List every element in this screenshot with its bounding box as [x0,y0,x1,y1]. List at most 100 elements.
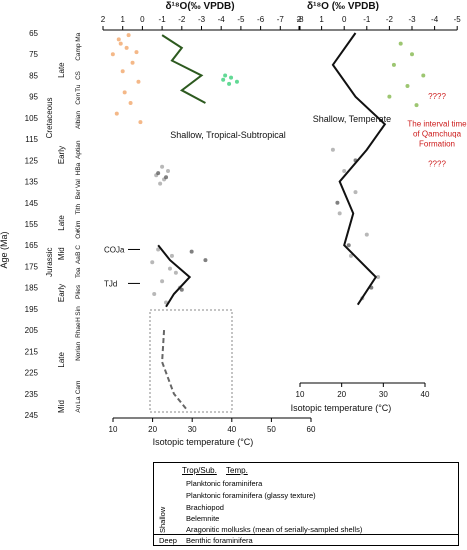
left-point [227,81,232,86]
left-point [120,69,125,74]
event-marker-label: COJa [104,245,125,254]
right-point [398,41,403,46]
right-top-tick-label: -5 [454,15,462,24]
left-top-tick-label: -8 [296,15,304,24]
left-point [136,79,141,84]
age-tick-label: 75 [29,50,38,59]
left-point [229,75,234,80]
left-point [128,101,133,106]
left-trend-line [157,244,192,308]
left-point [156,171,161,176]
age-tick-label: 165 [25,241,39,250]
period-label: Cretaceous [45,97,54,138]
left-point [179,287,184,292]
side-note-text: The interval time [407,119,467,128]
left-point [118,41,123,46]
epoch-label: Mid [57,400,66,413]
age-axis-label: Age (Ma) [0,231,9,268]
age-tick-label: 115 [25,135,38,144]
right-point [335,200,340,205]
age-tick-label: 85 [29,71,38,80]
stage-label: Albian [75,111,82,129]
left-bottom-tick-label: 20 [148,425,157,434]
stage-label: Tu [75,84,82,92]
age-tick-label: 205 [25,326,39,335]
epoch-label: Early [57,284,66,302]
age-tick-label: 135 [25,178,39,187]
age-tick-label: 125 [25,156,39,165]
stage-label: Tith [75,203,82,214]
left-point [203,258,208,263]
left-bottom-axis: 10 20 30 40 50 60 [109,417,316,434]
right-top-axis: 2 1 0 -1 -2 -3 -4 -5 [297,15,462,31]
stage-label: Ba [75,162,82,170]
age-tick-label: 95 [29,93,38,102]
right-point [410,52,414,57]
left-point [110,52,115,57]
left-point [158,181,163,186]
side-note-text: Formation [419,139,455,148]
right-point [330,147,335,152]
stage-label: C [75,75,82,80]
stage-label: Ber [75,188,82,199]
legend-shallow-label: Shallow [158,506,167,533]
age-axis-ticks: 65 75 85 95 105 115 125 135 145 155 165 175 185 195 20… [25,29,39,420]
stage-label: Kim [75,221,82,232]
legend-row-benthic: Benthic foraminifera [186,536,253,545]
left-bottom-tick-label: 10 [109,425,118,434]
left-panel-frame [106,32,313,416]
left-point [189,249,194,254]
left-bottom-tick-label: 60 [307,425,316,434]
left-top-tick-label: 2 [101,15,106,24]
left-top-tick-label: -1 [159,15,167,24]
left-point [156,247,161,252]
legend-row-brachiopod: Brachiopod [186,503,224,512]
stage-label: C [75,245,82,250]
legend-row-planktonic-glassy: Planktonic foraminifera (glassy texture) [186,491,316,500]
stage-label: H [75,317,82,322]
stage-label: Cam [75,381,82,395]
left-point [122,90,127,95]
left-point [114,111,119,116]
right-point [414,103,419,108]
left-point [150,260,155,265]
stage-label: La [75,396,82,404]
right-point [387,94,392,99]
stage-label: Toa [75,267,82,278]
stage-label: Ma [75,32,82,41]
period-label: Jurassic [45,248,54,277]
left-point [116,37,121,42]
right-top-tick-label: -1 [363,15,371,24]
stage-label: Cen [75,92,82,104]
left-point [167,266,172,271]
right-bottom-tick-label: 20 [337,390,346,399]
legend-col-trop: Trop/Sub. [182,466,217,475]
left-point [160,164,165,169]
left-point [138,120,143,125]
left-top-tick-label: -4 [218,15,226,24]
epoch-label: Late [57,351,66,367]
right-point [348,253,353,258]
right-point [364,232,369,237]
left-annotation: Shallow, Tropical-Subtropical [170,130,286,140]
left-point [134,50,139,55]
left-bottom-tick-label: 50 [267,425,276,434]
epoch-label: Early [57,146,66,164]
left-point [130,60,135,65]
left-xaxis-label: Isotopic temperature (°C) [153,437,254,447]
left-point [173,270,178,275]
age-tick-label: 65 [29,29,38,38]
right-bottom-axis: 10 20 30 40 [296,382,430,399]
left-top-tick-label: -6 [257,15,265,24]
right-point [353,190,358,195]
side-note-text: ???? [428,160,446,169]
left-point [234,79,239,84]
stage-label: An [75,404,82,412]
left-bottom-tick-label: 40 [227,425,236,434]
epoch-label: Late [57,62,66,78]
right-top-tick-label: -4 [431,15,439,24]
legend-deep-label: Deep [159,536,177,545]
triassic-envelope [149,309,233,413]
